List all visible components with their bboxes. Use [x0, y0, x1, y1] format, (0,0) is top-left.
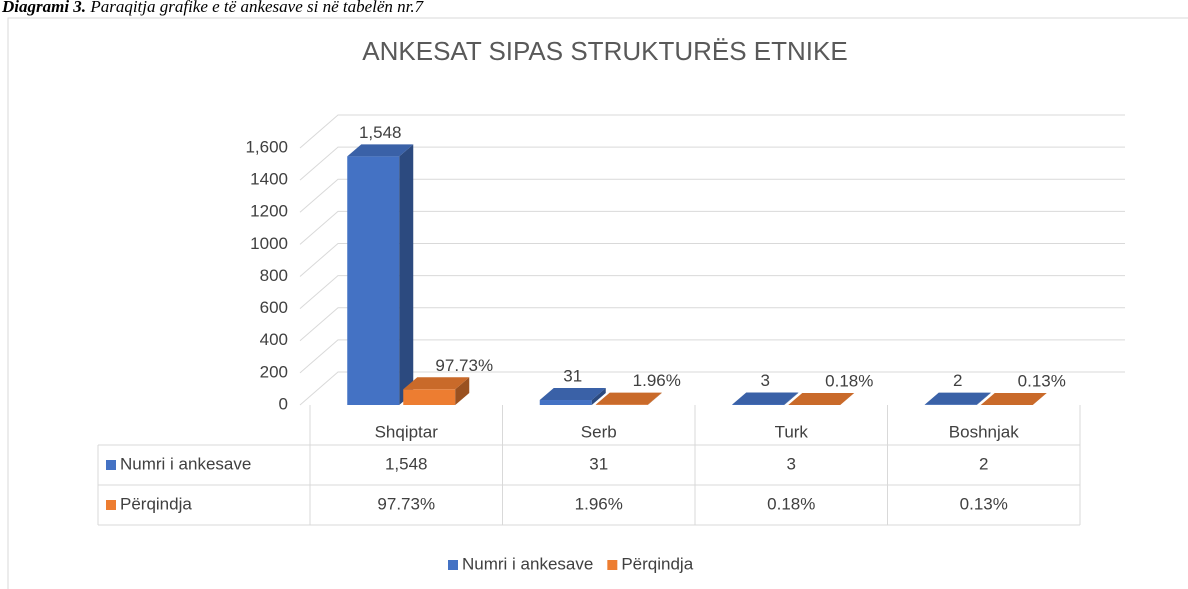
chart-frame — [7, 17, 1188, 589]
y-tick-label: 400 — [260, 330, 288, 349]
y-tick-label: 800 — [260, 266, 288, 285]
legend-swatch — [106, 460, 116, 470]
legend-swatch — [448, 560, 458, 570]
table-cell: 3 — [787, 454, 796, 473]
bar-top — [595, 392, 662, 405]
bar-top — [347, 144, 414, 157]
y-tick-label: 1400 — [250, 170, 288, 189]
bar-top — [788, 392, 855, 405]
caption-label: Diagrami 3. — [1, 0, 86, 16]
grid-line — [299, 243, 1125, 277]
bar-top — [403, 377, 470, 390]
caption: Diagrami 3. Paraqitja grafike e të ankes… — [1, 0, 425, 16]
table-cell: 97.73% — [377, 494, 435, 513]
row-header: Përqindja — [120, 494, 192, 513]
bar-side — [784, 392, 799, 405]
x-tick-label: Turk — [775, 422, 809, 441]
table-cell: 0.18% — [767, 494, 815, 513]
bar-side — [591, 388, 606, 405]
bar-side — [455, 377, 470, 405]
bar-front — [403, 389, 456, 405]
bar-top — [539, 388, 606, 401]
table-cell: 1,548 — [385, 454, 428, 473]
bar-top — [980, 392, 1047, 405]
grid-line — [299, 210, 1125, 245]
bar-top — [924, 392, 991, 405]
bar-side — [840, 392, 855, 405]
y-tick-label: 600 — [260, 298, 288, 317]
bar-side — [399, 144, 414, 406]
data-label: 31 — [563, 367, 582, 386]
grid-line — [299, 307, 1125, 342]
grid-line — [299, 371, 1125, 406]
bar-side — [647, 392, 662, 405]
data-label: 3 — [761, 371, 770, 390]
table-cell: 2 — [979, 454, 988, 473]
data-label: 1,548 — [359, 123, 402, 142]
y-tick-label: 200 — [260, 362, 288, 381]
legend-swatch — [106, 500, 116, 510]
x-tick-label: Serb — [581, 422, 617, 441]
bar-top — [732, 392, 799, 405]
bar-front — [347, 156, 400, 405]
grid-line — [299, 275, 1125, 310]
data-label: 0.18% — [825, 371, 873, 390]
legend-swatch — [607, 560, 618, 570]
y-tick-label: 0 — [279, 394, 288, 413]
row-header: Numri i ankesave — [120, 454, 251, 473]
data-label: 0.13% — [1018, 371, 1066, 390]
chart-title: ANKESAT SIPAS STRUKTURËS ETNIKE — [362, 36, 847, 66]
grid-line — [299, 339, 1125, 374]
bar-side — [1032, 392, 1047, 405]
table-cell: 31 — [589, 454, 608, 473]
caption-text: Paraqitja grafike e të ankesave si në ta… — [89, 0, 424, 16]
x-tick-label: Boshnjak — [949, 422, 1019, 441]
table-cell: 0.13% — [960, 494, 1008, 513]
grid-line — [299, 178, 1125, 213]
grid-line — [299, 146, 1125, 181]
legend-label: Numri i ankesave — [462, 554, 593, 573]
y-tick-label: 1,600 — [245, 137, 288, 156]
data-label: 1.96% — [633, 371, 681, 390]
y-tick-label: 1000 — [250, 234, 288, 253]
legend-label: Përqindja — [621, 554, 693, 573]
x-tick-label: Shqiptar — [375, 422, 439, 441]
bar-side — [976, 392, 991, 405]
table-cell: 1.96% — [575, 494, 623, 513]
bar-front — [539, 400, 592, 405]
data-label: 2 — [953, 371, 962, 390]
y-tick-label: 1200 — [250, 202, 288, 221]
data-label: 97.73% — [435, 356, 493, 375]
grid-line — [299, 114, 1125, 149]
